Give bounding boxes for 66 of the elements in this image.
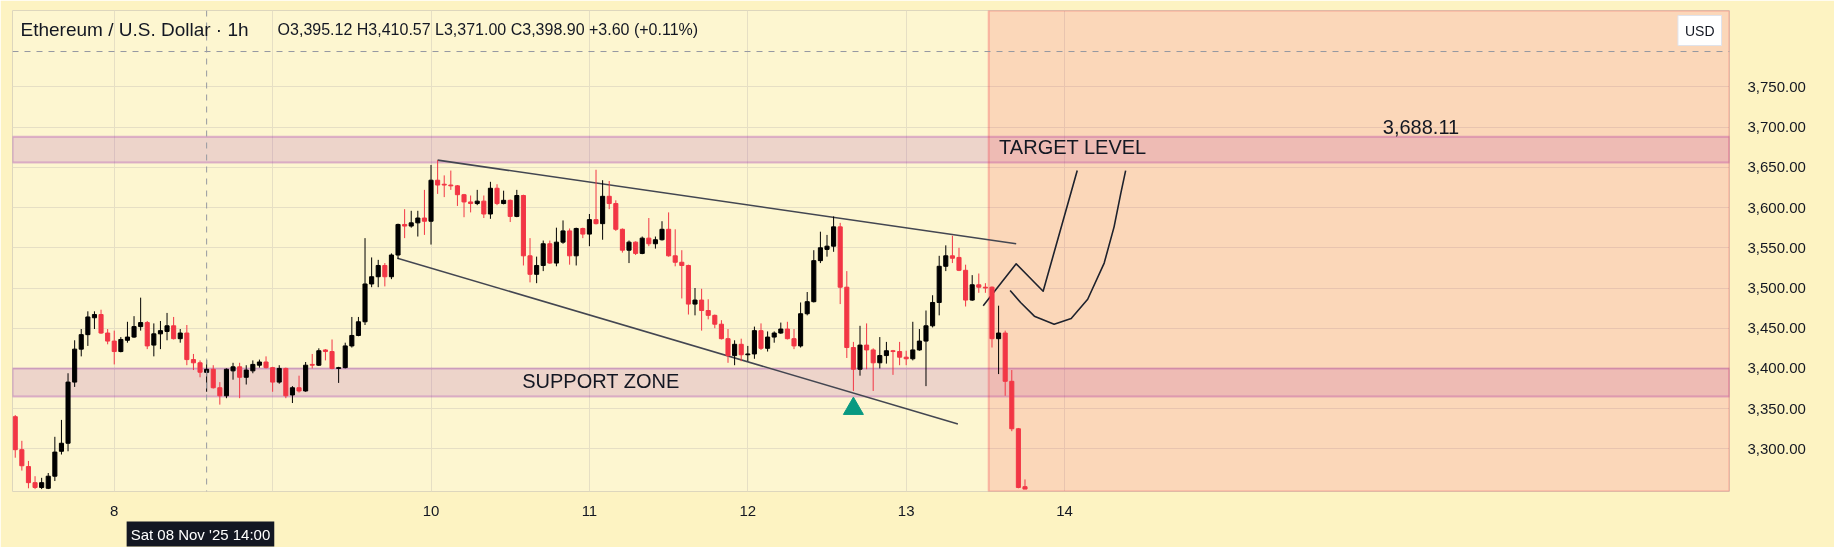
candlestick <box>547 240 553 265</box>
ref-line-label: Sat 08 Nov '25 14:00 <box>130 525 271 543</box>
candlestick <box>58 419 64 455</box>
candlestick <box>738 338 744 362</box>
candlestick <box>930 294 936 328</box>
candlestick <box>996 305 1002 375</box>
candlestick <box>969 274 975 302</box>
candlestick <box>540 240 546 272</box>
candlestick <box>699 288 705 332</box>
annotation: 3,688.11 <box>1382 115 1460 138</box>
annotation: TARGET LEVEL <box>999 135 1147 158</box>
x-tick-label: 12 <box>739 501 757 519</box>
candlestick <box>593 169 599 225</box>
candlestick <box>692 287 698 316</box>
y-tick-label: 3,400.00 <box>1747 359 1806 377</box>
candlestick <box>276 364 282 385</box>
candlestick <box>382 262 388 287</box>
x-tick-label: 10 <box>422 501 440 519</box>
candlestick <box>527 237 533 283</box>
y-tick-label: 3,300.00 <box>1747 439 1806 457</box>
chart-title: Ethereum / U.S. Dollar · 1h <box>20 19 249 40</box>
candlestick <box>732 339 738 366</box>
y-tick-label: 3,550.00 <box>1747 238 1806 256</box>
candlestick <box>586 213 592 247</box>
candlestick <box>850 341 856 392</box>
y-tick-label: 3,750.00 <box>1747 77 1806 95</box>
candlestick <box>646 217 652 247</box>
x-tick-label: 8 <box>110 501 119 519</box>
annotation: SUPPORT ZONE <box>522 369 680 392</box>
candlestick <box>883 341 889 365</box>
x-tick-label: 13 <box>897 501 915 519</box>
candlestick <box>877 336 883 369</box>
candlestick <box>976 273 982 294</box>
candlestick <box>144 320 150 350</box>
candlestick <box>441 174 447 198</box>
candlestick <box>481 195 487 219</box>
y-tick-label: 3,450.00 <box>1747 319 1806 337</box>
candlestick <box>435 159 441 195</box>
candlestick <box>553 227 559 267</box>
text: O3,395.12 H3,410.57 L3,371.00 C3,398.90 +3.60 (+0.11%) <box>277 21 699 38</box>
x-tick-label: 14 <box>1056 501 1073 519</box>
candlestick <box>111 330 117 365</box>
candlestick <box>402 208 408 239</box>
candlestick <box>758 322 764 351</box>
y-tick-label: 3,650.00 <box>1747 158 1806 176</box>
candlestick <box>237 362 243 399</box>
candlestick <box>626 240 632 264</box>
y-tick-label: 3,350.00 <box>1747 399 1806 417</box>
y-tick-label: 3,500.00 <box>1747 279 1806 296</box>
candlestick <box>534 256 540 284</box>
y-axis-title: USD <box>1684 22 1715 39</box>
candlestick <box>296 375 302 394</box>
candlestick <box>910 321 916 361</box>
candlestick <box>870 347 876 392</box>
candlestick <box>765 330 771 353</box>
y-tick-label: 3,600.00 <box>1747 198 1806 216</box>
candlestick <box>494 183 500 206</box>
candlestick <box>619 227 625 254</box>
candlestick <box>864 322 870 370</box>
candlestick <box>151 322 157 357</box>
candlestick <box>514 189 520 218</box>
candlestick <box>560 219 566 245</box>
y-tick-label: 3,700.00 <box>1747 118 1806 136</box>
candlestick <box>375 259 381 288</box>
candlestick <box>421 189 427 236</box>
x-tick-label: 11 <box>581 501 598 519</box>
